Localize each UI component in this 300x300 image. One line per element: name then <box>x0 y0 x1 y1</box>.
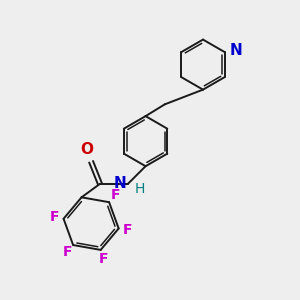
Text: F: F <box>62 245 72 259</box>
Text: N: N <box>230 43 243 58</box>
Text: H: H <box>134 182 145 196</box>
Text: O: O <box>80 142 93 158</box>
Text: F: F <box>123 223 133 237</box>
Text: F: F <box>99 252 109 266</box>
Text: N: N <box>114 176 126 191</box>
Text: F: F <box>110 188 120 202</box>
Text: F: F <box>50 210 59 224</box>
